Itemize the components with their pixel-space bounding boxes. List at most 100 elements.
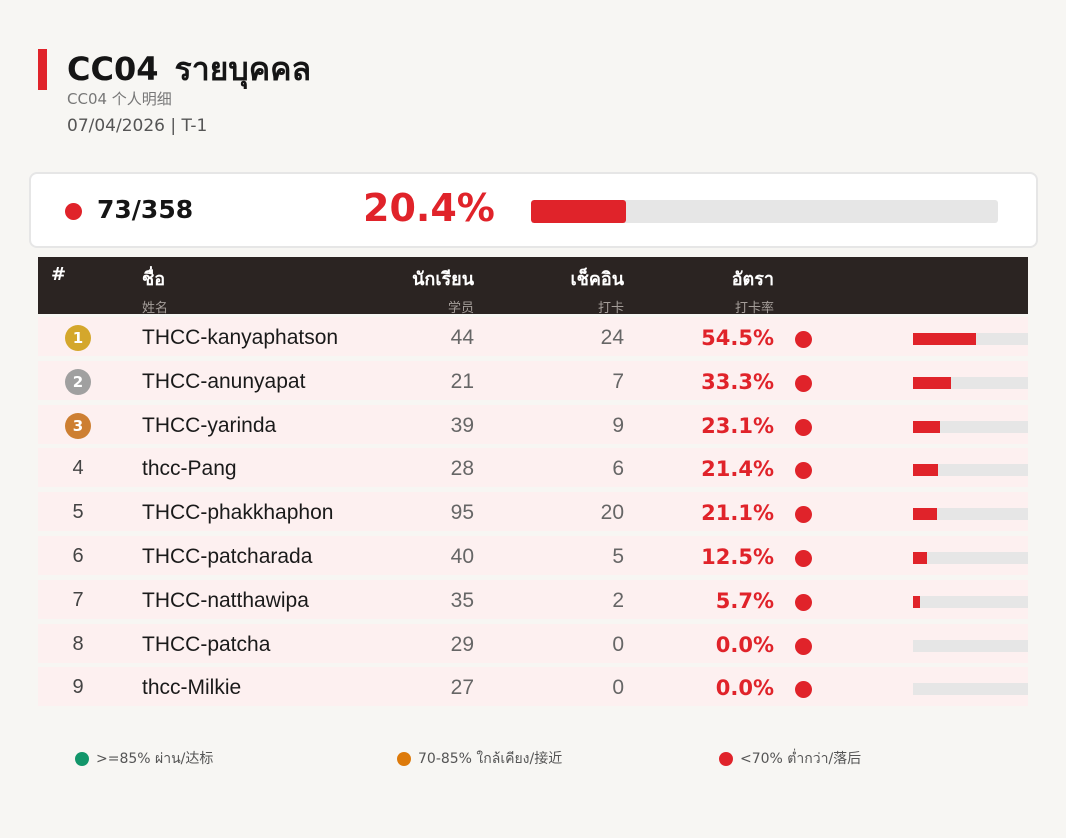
row-checkin: 24 [600, 326, 624, 349]
bronze-medal-icon: 3 [65, 412, 91, 439]
row-rate: 33.3% [701, 369, 774, 394]
row-students: 27 [450, 676, 474, 700]
table-row[interactable]: 7 THCC-natthawipa 35 2 5.7% [38, 579, 1028, 619]
col-name-sublabel: 姓名 [142, 301, 169, 316]
row-students: 21 [450, 369, 474, 393]
row-students: 95 [450, 501, 474, 525]
row-progress-bar [913, 464, 1028, 477]
col-rate-header: อัตรา 打卡率 [732, 264, 774, 316]
row-progress-bar [913, 508, 1028, 521]
row-progress-fill [913, 508, 938, 521]
title-accent-bar [38, 49, 47, 90]
page-subtitle: CC04 个人明细 [67, 90, 172, 108]
row-name: THCC-phakkhaphon [142, 501, 334, 525]
row-students: 39 [450, 413, 474, 437]
row-status-dot [795, 331, 812, 348]
row-progress-bar [913, 552, 1028, 564]
col-students-header: นักเรียน 学员 [412, 264, 474, 316]
legend-pass-dot [75, 752, 89, 766]
row-rank: 6 [72, 545, 84, 567]
row-checkin: 5 [612, 545, 624, 568]
legend-behind: <70% ต่ำกว่า/落后 [719, 748, 861, 770]
row-name: thcc-Pang [142, 457, 237, 481]
row-progress-bar [913, 595, 1028, 608]
row-rate: 21.1% [701, 501, 774, 526]
row-name: thcc-Milkie [142, 676, 242, 700]
table-row[interactable]: 2 THCC-anunyapat 21 7 33.3% [38, 360, 1028, 400]
row-progress-fill [913, 420, 940, 433]
summary-progress-bar [531, 200, 998, 223]
row-checkin: 20 [600, 501, 624, 525]
col-rank-header: # [51, 264, 66, 285]
row-students: 29 [450, 632, 474, 656]
row-status-dot [795, 418, 812, 436]
row-name: THCC-patcharada [142, 545, 313, 568]
row-rate: 0.0% [715, 632, 774, 657]
table-row[interactable]: 1 THCC-kanyaphatson 44 24 54.5% [38, 317, 1028, 356]
row-progress-bar [913, 333, 1028, 345]
row-progress-fill [913, 376, 952, 389]
col-rate-sublabel: 打卡率 [734, 301, 774, 316]
table-row[interactable]: 3 THCC-yarinda 39 9 23.1% [38, 404, 1028, 444]
row-name: THCC-patcha [142, 632, 271, 656]
table-row[interactable]: 4 thcc-Pang 28 6 21.4% [38, 448, 1028, 488]
row-checkin: 9 [612, 413, 624, 437]
row-name: THCC-natthawipa [142, 588, 309, 612]
table-row[interactable]: 6 THCC-patcharada 40 5 12.5% [38, 536, 1028, 575]
row-rank: 9 [72, 676, 84, 699]
row-name: THCC-anunyapat [142, 369, 306, 393]
summary-card: 73/358 20.4% [29, 172, 1038, 248]
row-name: THCC-yarinda [142, 413, 277, 437]
legend-behind-text: <70% ต่ำกว่า/落后 [740, 751, 862, 767]
col-name-header: ชื่อ 姓名 [142, 264, 168, 316]
table-header: # ชื่อ 姓名 นักเรียน 学员 เช็คอิน 打卡 อัตรา 打… [38, 257, 1028, 316]
col-checkin-sublabel: 打卡 [597, 301, 624, 316]
col-checkin-label: เช็คอิน [570, 269, 624, 290]
row-students: 28 [450, 457, 474, 481]
row-students: 40 [450, 545, 474, 568]
row-rate: 23.1% [701, 413, 774, 438]
row-status-dot [795, 681, 812, 699]
row-rate: 54.5% [701, 326, 774, 350]
col-checkin-header: เช็คอิน 打卡 [570, 264, 624, 316]
legend-near-dot [397, 752, 411, 766]
table-row[interactable]: 5 THCC-phakkhaphon 95 20 21.1% [38, 492, 1028, 532]
row-progress-bar [913, 639, 1028, 652]
row-rank: 5 [72, 501, 84, 524]
row-checkin: 7 [612, 369, 624, 393]
row-status-dot [795, 637, 812, 655]
row-status-dot [795, 593, 812, 611]
legend-pass-text: >=85% ผ่าน/达标 [96, 751, 214, 767]
report-date: 07/04/2026 | T-1 [67, 116, 208, 136]
row-students: 44 [450, 326, 474, 349]
row-name: THCC-kanyaphatson [142, 326, 339, 349]
row-progress-bar [913, 376, 1028, 389]
table-row[interactable]: 9 thcc-Milkie 27 0 0.0% [38, 667, 1028, 707]
row-progress-bar [913, 420, 1028, 433]
col-students-sublabel: 学员 [447, 301, 474, 316]
row-status-dot [795, 374, 812, 392]
row-progress-fill [913, 595, 920, 608]
row-checkin: 0 [612, 632, 624, 656]
summary-count: 73/358 [97, 195, 194, 224]
page-title-text: รายบุคคล [174, 50, 312, 88]
col-name-label: ชื่อ [142, 269, 166, 290]
row-progress-bar [913, 683, 1028, 696]
row-status-dot [795, 462, 812, 480]
silver-medal-icon: 2 [65, 368, 91, 395]
row-status-dot [795, 550, 812, 567]
summary-rate: 20.4% [363, 186, 495, 230]
row-progress-fill [913, 464, 938, 477]
row-progress-fill [913, 333, 976, 345]
table-row[interactable]: 8 THCC-patcha 29 0 0.0% [38, 623, 1028, 663]
row-rate: 12.5% [701, 545, 774, 569]
row-status-dot [795, 506, 812, 524]
row-rate: 0.0% [715, 676, 774, 701]
row-checkin: 2 [612, 588, 624, 612]
row-rank: 7 [72, 588, 84, 611]
legend-near: 70-85% ใกล้เคียง/接近 [397, 748, 562, 770]
summary-status-dot [65, 203, 82, 220]
page-title: CC04 รายบุคคล [67, 44, 311, 95]
row-checkin: 0 [612, 676, 624, 700]
row-progress-fill [913, 552, 928, 564]
